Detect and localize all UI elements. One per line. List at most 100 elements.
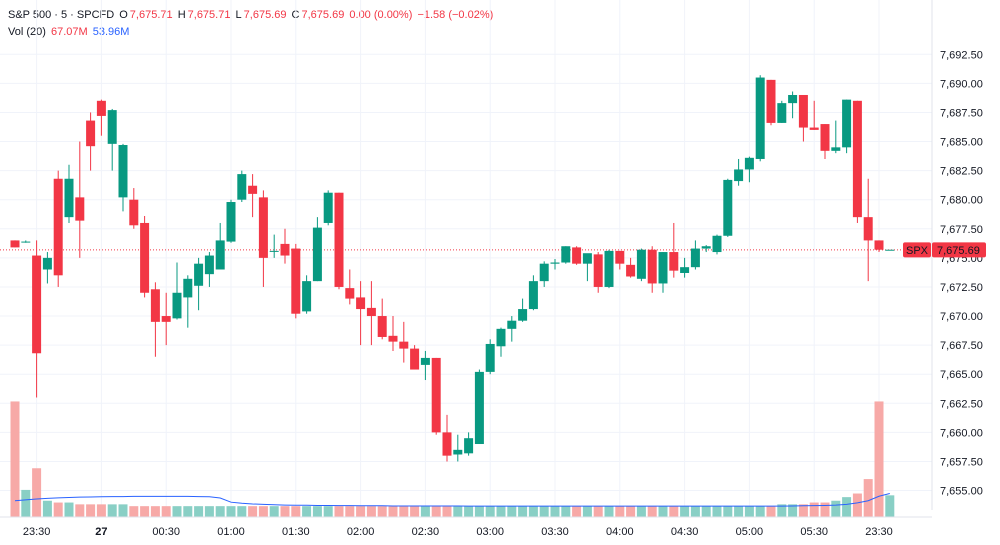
candle: [258, 190, 268, 287]
candle-body: [561, 246, 571, 263]
volume-bar: [550, 506, 560, 517]
time-tick-label: 05:00: [736, 526, 764, 538]
candles: [10, 75, 895, 462]
candle: [150, 282, 160, 357]
candle-body: [410, 348, 420, 370]
candle: [874, 240, 884, 253]
candle: [464, 432, 474, 456]
volume-value: 67.07M: [50, 26, 88, 38]
time-tick-label: 00:30: [152, 526, 180, 538]
candle: [885, 249, 895, 251]
time-axis[interactable]: 23:30 27 00:30 01:00 01:30 02:00 02:30 03:00 03:…: [23, 526, 893, 538]
price-tick-label: 7,667.50: [940, 340, 983, 352]
candle: [669, 222, 679, 278]
volume-bar: [658, 506, 668, 517]
candle-body: [744, 157, 754, 170]
candle-body: [399, 341, 409, 349]
high-value: 7,675.71: [187, 9, 231, 21]
candle: [539, 261, 549, 287]
candle: [431, 357, 441, 435]
volume-bar: [712, 506, 722, 517]
candle-body: [766, 79, 776, 123]
candle-body: [604, 250, 614, 287]
candle-body: [701, 246, 711, 249]
volume-bar: [507, 506, 517, 517]
open-label: O: [119, 9, 128, 21]
volume-bar: [474, 506, 484, 517]
price-axis[interactable]: 7,655.00 7,657.50 7,660.00 7,662.50 7,665.00…: [940, 49, 983, 497]
candle-body: [269, 250, 279, 252]
candle: [690, 240, 700, 270]
candle: [42, 252, 52, 284]
candle: [582, 253, 592, 282]
volume-bar: [107, 504, 117, 517]
price-tick-label: 7,672.50: [940, 282, 983, 294]
candle: [388, 316, 398, 351]
candle: [53, 170, 63, 287]
candle-body: [626, 264, 636, 277]
volume-bar: [388, 506, 398, 517]
symbol-label[interactable]: S&P 500 · 5 · SPCFD: [8, 9, 115, 21]
candle: [399, 321, 409, 363]
candle-body: [258, 197, 268, 258]
volume-bar: [129, 506, 139, 517]
candle-body: [777, 103, 787, 123]
candle-body: [150, 289, 160, 322]
price-tick-label: 7,657.50: [940, 456, 983, 468]
time-tick-label: 05:30: [800, 526, 828, 538]
candle-body: [582, 253, 592, 264]
candle-body: [32, 255, 42, 354]
volume-bar: [366, 506, 376, 517]
candle-body: [723, 179, 733, 236]
candle: [453, 434, 463, 462]
candle-body: [345, 288, 355, 299]
volume-bar: [280, 506, 290, 517]
candle-body: [140, 222, 150, 293]
candle-body: [420, 357, 430, 365]
candle-body: [366, 307, 376, 317]
candle-body: [204, 255, 214, 275]
candle: [788, 91, 798, 119]
volume-bar: [539, 506, 549, 517]
candle: [561, 246, 571, 264]
candle: [474, 369, 484, 445]
price-tick-label: 7,662.50: [940, 398, 983, 410]
candle-body: [755, 77, 765, 159]
candle: [442, 414, 452, 462]
candle: [842, 99, 852, 154]
candle: [96, 99, 106, 136]
candle: [129, 188, 139, 229]
volume-bar: [582, 506, 592, 517]
candle-body: [237, 174, 247, 200]
volume-bar: [226, 506, 236, 517]
volume-bar: [647, 506, 657, 517]
ohlc-legend: S&P 500 · 5 · SPCFD O 7,675.71 H 7,675.71 …: [8, 9, 495, 21]
candle: [291, 243, 301, 319]
volume-bars: [10, 401, 895, 517]
candle: [302, 275, 312, 314]
candle: [572, 246, 582, 265]
candle: [636, 248, 646, 282]
volume-ma-value: 53.96M: [92, 26, 130, 38]
volume-bar: [420, 506, 430, 517]
time-tick-label: 03:00: [476, 526, 504, 538]
candle-body: [302, 281, 312, 312]
candle: [766, 79, 776, 126]
volume-bar: [312, 506, 322, 517]
candle: [809, 100, 819, 130]
candle-body: [496, 328, 506, 347]
volume-ma-line: [14, 493, 890, 507]
candle: [10, 240, 20, 248]
price-tick-label: 7,687.50: [940, 107, 983, 119]
candle-body: [377, 316, 387, 337]
volume-bar: [572, 506, 582, 517]
price-tick-label: 7,685.00: [940, 137, 983, 149]
volume-bar: [42, 500, 52, 517]
candle-body: [431, 357, 441, 433]
volume-bar: [593, 506, 603, 517]
candle-body: [129, 199, 139, 226]
candle: [21, 240, 31, 243]
candle-body: [10, 240, 20, 248]
candle: [734, 158, 744, 186]
